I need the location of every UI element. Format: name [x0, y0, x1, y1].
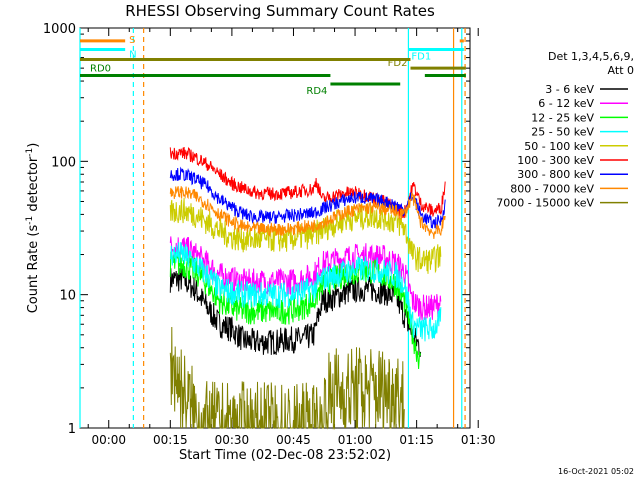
y-axis-label-part: ) — [26, 143, 41, 148]
series-line — [169, 251, 422, 370]
legend-label: 100 - 300 keV — [517, 154, 594, 167]
state-bar-label: RD0 — [90, 64, 111, 75]
series-trace — [169, 242, 442, 342]
y-axis-label-superscript: -1 — [25, 216, 35, 225]
x-tick-label: 00:30 — [215, 433, 250, 447]
state-bar-label: S — [129, 35, 135, 46]
detector-label: Det 1,3,4,5,6,9, Att 0 — [547, 50, 634, 77]
y-axis-label: Count Rate (s-1 detector-1) — [25, 143, 41, 314]
series-line — [169, 186, 446, 239]
x-tick-label: 01:30 — [461, 433, 496, 447]
legend-label: 3 - 6 keV — [545, 83, 594, 96]
legend-label: 25 - 50 keV — [531, 126, 594, 139]
legend-label: 12 - 25 keV — [531, 111, 594, 124]
series-line — [169, 326, 405, 430]
y-tick-label: 100 — [51, 155, 76, 170]
legend-label: 6 - 12 keV — [538, 97, 594, 110]
series-trace — [169, 146, 446, 219]
legend-label: 7000 - 15000 keV — [496, 197, 594, 210]
series-line — [169, 242, 442, 342]
date-stamp: 16-Oct-2021 05:02 — [558, 467, 634, 476]
x-axis-label: Start Time (02-Dec-08 23:52:02) — [179, 448, 391, 463]
y-axis-label-part: detector — [26, 156, 41, 216]
series-trace — [169, 251, 422, 370]
y-axis-label-part: Count Rate (s — [26, 225, 41, 314]
x-tick-label: 01:15 — [399, 433, 434, 447]
y-tick-label: 1 — [68, 422, 76, 437]
y-tick-label: 1000 — [43, 22, 76, 37]
series-trace — [169, 186, 446, 239]
series-trace — [169, 197, 442, 274]
series-line — [169, 166, 446, 229]
x-tick-label: 01:00 — [338, 433, 373, 447]
y-tick-label: 10 — [59, 289, 76, 304]
legend-label: 50 - 100 keV — [524, 140, 594, 153]
x-tick-label: 00:15 — [153, 433, 188, 447]
legend-label: 300 - 800 keV — [517, 168, 594, 181]
series-line — [169, 146, 446, 219]
legend-label: 800 - 7000 keV — [510, 182, 594, 195]
series-line — [169, 197, 442, 274]
chart-title: RHESSI Observing Summary Count Rates — [125, 2, 435, 20]
x-tick-label: 00:45 — [276, 433, 311, 447]
state-bar-label: N — [129, 49, 136, 60]
y-axis-label-superscript: -1 — [25, 148, 35, 157]
series-trace — [169, 268, 422, 357]
series-line — [169, 268, 422, 357]
state-bar-label: RD4 — [306, 86, 327, 97]
state-bar-label: FD2 — [388, 58, 408, 69]
state-bar-label: FD1 — [411, 51, 431, 62]
x-tick-label: 00:00 — [91, 433, 126, 447]
series-trace — [169, 326, 405, 430]
series-trace — [169, 166, 446, 229]
